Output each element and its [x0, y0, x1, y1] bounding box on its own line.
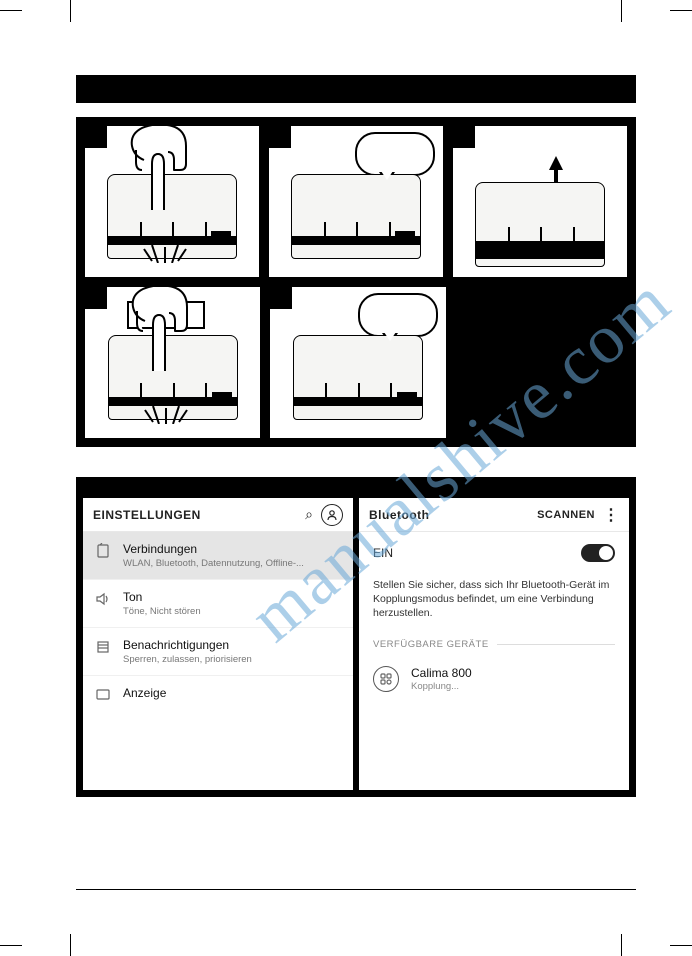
device-illustration: [291, 174, 421, 259]
row-label: Ton: [123, 590, 341, 604]
bluetooth-toggle-row[interactable]: EIN: [359, 532, 629, 574]
crop-mark: [621, 0, 622, 22]
settings-row-display[interactable]: Anzeige: [83, 676, 353, 716]
settings-header: EINSTELLUNGEN ⌕: [83, 498, 353, 532]
crop-mark: [70, 0, 71, 22]
crop-mark: [70, 934, 71, 956]
bluetooth-title: Bluetooth: [369, 508, 430, 522]
crop-mark: [0, 10, 22, 11]
row-subtext: Töne, Nicht stören: [123, 606, 341, 617]
crop-mark: [670, 945, 692, 946]
search-icon[interactable]: ⌕: [305, 506, 313, 523]
crop-mark: [621, 934, 622, 956]
step-badge: [270, 287, 292, 309]
press-burst-icon: [141, 400, 191, 424]
toggle-switch[interactable]: [581, 544, 615, 562]
section-label: VERFÜGBARE GERÄTE: [373, 639, 489, 650]
bluetooth-header: Bluetooth SCANNEN ⋮: [359, 498, 629, 532]
figure-step-1: [83, 124, 261, 279]
row-subtext: WLAN, Bluetooth, Datennutzung, Offline-.…: [123, 558, 341, 569]
settings-screen: EINSTELLUNGEN ⌕ Verbindungen WLAN, Bluet…: [83, 498, 353, 790]
more-icon[interactable]: ⋮: [603, 505, 619, 525]
device-icon: [373, 666, 399, 692]
row-label: Anzeige: [123, 686, 341, 700]
notifications-icon: [95, 639, 113, 658]
settings-row-sound[interactable]: Ton Töne, Nicht stören: [83, 580, 353, 628]
hand-icon: [124, 124, 192, 212]
step-badge: [85, 126, 107, 148]
bluetooth-help-text: Stellen Sie sicher, dass sich Ihr Blueto…: [359, 574, 629, 633]
device-illustration: [293, 335, 423, 420]
manual-page: EINSTELLUNGEN ⌕ Verbindungen WLAN, Bluet…: [76, 20, 636, 890]
page-footer-rule: [76, 889, 636, 890]
settings-row-connections[interactable]: Verbindungen WLAN, Bluetooth, Datennutzu…: [83, 532, 353, 580]
device-illustration: [475, 182, 605, 267]
section-header-bar: [76, 75, 636, 103]
connections-icon: [95, 543, 113, 562]
phone-screenshots: EINSTELLUNGEN ⌕ Verbindungen WLAN, Bluet…: [76, 477, 636, 797]
scan-button[interactable]: SCANNEN: [537, 509, 595, 521]
step-badge: [269, 126, 291, 148]
figure-step-5: [268, 285, 447, 440]
row-label: Verbindungen: [123, 542, 341, 556]
device-name: Calima 800: [411, 666, 472, 680]
settings-title: EINSTELLUNGEN: [93, 508, 201, 522]
arrow-up-icon: [549, 156, 563, 170]
press-burst-icon: [140, 239, 190, 263]
figure-step-4: [83, 285, 262, 440]
available-devices-header: VERFÜGBARE GERÄTE: [359, 633, 629, 656]
figure-step-3: [451, 124, 629, 279]
device-row-calima[interactable]: Calima 800 Kopplung...: [359, 656, 629, 702]
row-label: Benachrichtigungen: [123, 638, 341, 652]
bluetooth-screen: Bluetooth SCANNEN ⋮ EIN Stellen Sie sich…: [359, 498, 629, 790]
device-status: Kopplung...: [411, 681, 472, 692]
step-badge: [453, 126, 475, 148]
instruction-figures: [76, 117, 636, 447]
crop-mark: [0, 945, 22, 946]
figure-step-2: [267, 124, 445, 279]
step-badge: [85, 287, 107, 309]
profile-icon[interactable]: [321, 504, 343, 526]
display-icon: [95, 687, 113, 706]
settings-row-notifications[interactable]: Benachrichtigungen Sperren, zulassen, pr…: [83, 628, 353, 676]
hand-icon: [125, 285, 193, 373]
speech-bubble: [355, 132, 435, 176]
speech-bubble: [358, 293, 438, 337]
sound-icon: [95, 591, 113, 610]
crop-mark: [670, 10, 692, 11]
on-label: EIN: [373, 546, 393, 560]
row-subtext: Sperren, zulassen, priorisieren: [123, 654, 341, 665]
